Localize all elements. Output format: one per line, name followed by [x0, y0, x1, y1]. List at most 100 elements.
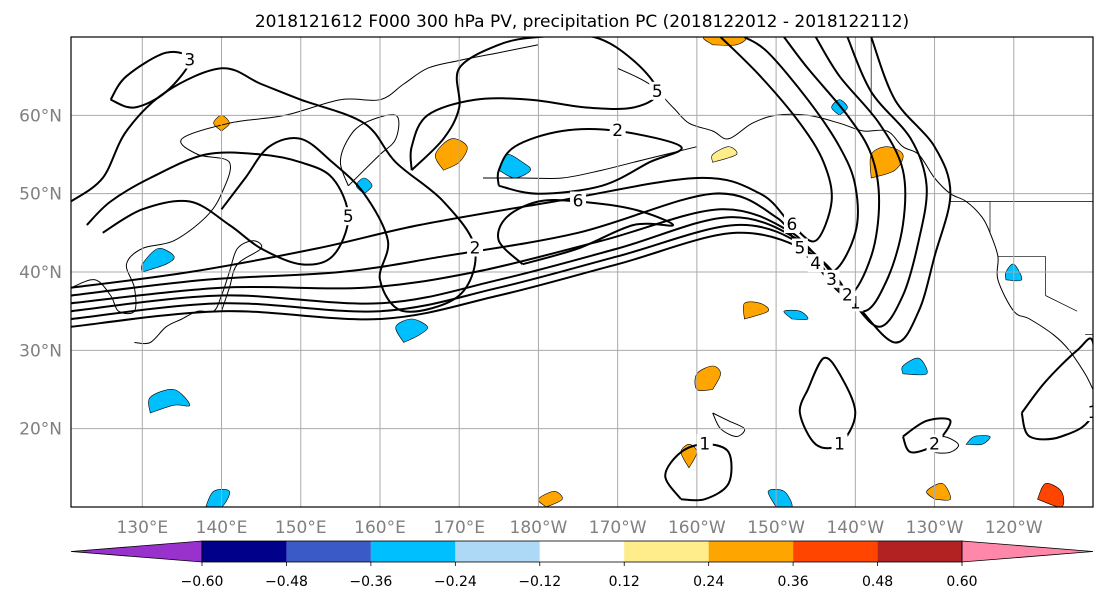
precip-patch	[538, 490, 563, 507]
contour-label-bg	[831, 434, 848, 453]
pv-contour-line	[798, 356, 857, 450]
colorbar-segment	[539, 541, 625, 562]
colorbar-tick-label: 0.48	[862, 574, 893, 590]
colorbar-tick-label: 0.36	[778, 574, 809, 590]
longitude-tick-label: 150°W	[747, 518, 805, 538]
colorbar-segment	[624, 541, 709, 562]
colorbar-segment	[370, 541, 456, 562]
colorbar-tick-label: −0.12	[518, 574, 561, 590]
longitude-tick-label: 180°W	[510, 518, 568, 538]
latitude-tick-label: 30°N	[19, 341, 62, 361]
pv-contour-label: 5	[794, 239, 805, 259]
colorbar-segment	[455, 541, 540, 562]
longitude-tick-label: 150°E	[275, 518, 327, 538]
pv-contour-line	[496, 128, 683, 195]
latitude-tick-labels: 20°N 30°N 40°N 50°N 60°N	[19, 106, 62, 439]
coastline	[483, 146, 698, 180]
pv-contour-line	[1020, 337, 1093, 441]
pv-contour-label: 2	[612, 121, 623, 141]
coastline-layer	[71, 37, 1093, 454]
longitude-tick-labels: 130°E 140°E 150°E 160°E 170°E 180°W 170°W 160°W…	[116, 518, 1042, 538]
latitude-tick-label: 20°N	[19, 420, 62, 440]
graticule	[71, 37, 1093, 507]
colorbar-tick-label: 0.60	[946, 574, 977, 590]
colorbar-segment	[202, 541, 287, 562]
pv-contour-label: 3	[184, 51, 195, 71]
contour-label-bg	[926, 434, 943, 453]
pv-contour-line	[71, 37, 859, 297]
contour-label-bg	[467, 238, 484, 257]
precip-patch	[965, 435, 991, 446]
contour-label-bg	[696, 434, 713, 453]
colorbar-segment	[877, 541, 962, 562]
colorbar-extend-low	[70, 540, 203, 563]
colorbar-segment	[793, 541, 878, 562]
precip-patch	[742, 301, 770, 320]
colorbar-tick-label: 0.12	[609, 574, 640, 590]
colorbar-tick-label: 0.24	[693, 574, 724, 590]
pv-contour-line	[497, 199, 675, 266]
longitude-tick-label: 160°W	[668, 518, 726, 538]
colorbar-segment	[708, 541, 794, 562]
pv-contour-line	[664, 443, 733, 502]
precip-patch	[901, 357, 928, 376]
pv-contour-line	[409, 37, 659, 171]
precip-patch	[783, 309, 809, 320]
precip-patch	[395, 318, 428, 343]
contour-label-bg	[839, 285, 856, 304]
precip-patch	[1037, 483, 1065, 507]
contour-label-bg	[823, 269, 840, 288]
colorbar-tick-label: −0.24	[434, 574, 477, 590]
colorbar: −0.60 −0.48 −0.36 −0.24 −0.12 0.12 0.24 0.36 0.4…	[70, 540, 1094, 590]
pv-contour-label: 2	[842, 286, 853, 306]
contour-label-bg	[1085, 403, 1093, 421]
pv-contour-label: 3	[826, 270, 837, 290]
pv-contour-label: 1	[834, 434, 845, 454]
precip-patch	[767, 489, 793, 507]
latitude-tick-label: 60°N	[19, 106, 62, 126]
colorbar-frame	[201, 540, 963, 563]
colorbar-extend-high	[961, 540, 1094, 563]
pv-contour-label: 1	[1088, 403, 1099, 423]
pv-contour-line	[71, 37, 833, 289]
longitude-tick-label: 140°W	[826, 518, 884, 538]
colorbar-tick-label: −0.36	[349, 574, 392, 590]
precip-patch	[694, 365, 721, 391]
contour-label-bg	[649, 81, 666, 100]
contour-label-bg	[807, 254, 824, 273]
latitude-tick-label: 40°N	[19, 263, 62, 283]
pv-contour-label: 2	[929, 434, 940, 454]
contour-label-bg	[340, 207, 357, 226]
colorbar-tick-label: −0.48	[265, 574, 308, 590]
coastline	[71, 44, 539, 315]
longitude-tick-label: 130°W	[906, 518, 964, 538]
map-title: 2018121612 F000 300 hPa PV, precipitatio…	[255, 12, 909, 32]
longitude-tick-label: 140°E	[196, 518, 248, 538]
coastline	[712, 412, 746, 438]
pv-contour-label: 6	[787, 215, 798, 235]
colorbar-segment	[286, 541, 371, 562]
contour-label-bg	[570, 191, 587, 210]
precip-patch	[869, 146, 904, 179]
pv-contour-line	[901, 417, 952, 454]
precip-patch	[148, 389, 191, 414]
map-frame	[70, 36, 1094, 508]
longitude-tick-label: 160°E	[354, 518, 406, 538]
colorbar-tick-label: −0.60	[181, 574, 224, 590]
precip-patch	[140, 248, 175, 273]
contour-label-bg	[609, 121, 626, 139]
pv-contour-label: 2	[470, 239, 481, 259]
contour-label-bg	[783, 215, 800, 233]
contour-label-bg	[791, 238, 808, 257]
precip-patch	[711, 146, 738, 163]
border-line	[1045, 295, 1078, 312]
precip-layer	[140, 37, 1065, 507]
pv-contour-label: 4	[810, 254, 821, 274]
longitude-tick-label: 130°E	[116, 518, 168, 538]
latitude-tick-label: 50°N	[19, 185, 62, 205]
pv-contour-label: 5	[652, 82, 663, 102]
precip-patch	[205, 489, 230, 507]
longitude-tick-label: 120°W	[985, 518, 1043, 538]
